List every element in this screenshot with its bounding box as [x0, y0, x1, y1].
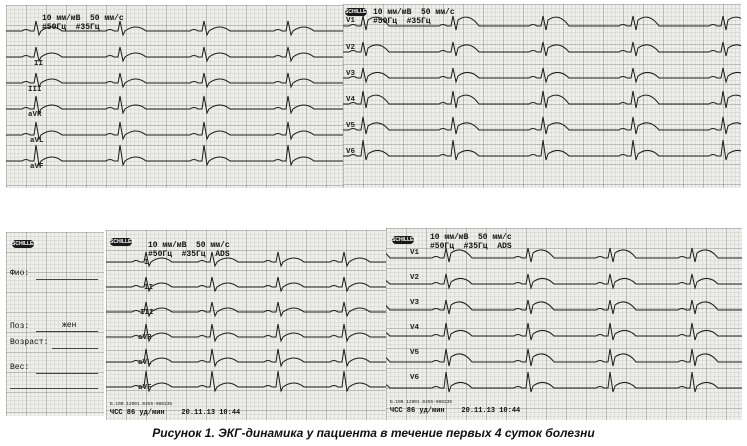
panel-header: 10 мм/мВ 50 мм/с #50Гц #35Гц ADS: [430, 233, 512, 251]
ecg-trace-line: [386, 273, 742, 290]
ecg-traces: [6, 20, 344, 167]
ecg-trace-line: [6, 144, 344, 167]
ecg-trace-line: [386, 322, 742, 341]
lead-label-iii: III: [140, 309, 154, 317]
lead-label-v4: V4: [410, 324, 420, 332]
lead-label-v2: V2: [346, 44, 356, 52]
form-field-line: [52, 348, 98, 349]
form-field-sex-value: жен: [62, 321, 77, 330]
lead-label-avr: aVR: [28, 111, 42, 119]
ecg-trace-line: [343, 41, 741, 57]
ecg-trace-line: [6, 20, 344, 37]
ecg-trace-line: [106, 323, 388, 343]
lead-label-ii: II: [144, 284, 154, 292]
ecg-strip-top-left-limb-leads: 10 мм/мВ 50 мм/с #50Гц #35Гц II III aVR …: [6, 5, 344, 188]
ecg-device-logo: SCHILLER: [345, 8, 370, 16]
lead-label-iii: III: [28, 86, 42, 94]
lead-label-avl: aVL: [138, 359, 152, 367]
ecg-trace-line: [106, 251, 388, 268]
ecg-trace-line: [6, 46, 344, 63]
ecg-traces: [106, 251, 388, 393]
lead-label-avr: aVR: [138, 334, 152, 342]
ecg-trace-line: [6, 95, 344, 115]
ecg-traces: [343, 15, 741, 161]
ecg-strip-bottom-left-form: SCHILLER Фио: Поз: жен Возраст: Вес:: [6, 232, 104, 416]
ecg-trace-line: [343, 67, 741, 84]
ecg-trace-line: [106, 301, 388, 318]
ecg-device-logo: SCHILLER: [12, 240, 37, 248]
form-field-line: [36, 279, 98, 280]
ecg-trace-line: [106, 370, 388, 393]
form-field-age-label: Возраст:: [10, 338, 49, 347]
lead-label-v2: V2: [410, 274, 420, 282]
ecg-device-logo: SCHILLER: [392, 236, 417, 244]
lead-label-v1: V1: [346, 17, 356, 25]
lead-label-v4: V4: [346, 96, 356, 104]
ecg-trace-line: [343, 15, 741, 31]
panel-header: 10 мм/мВ 50 мм/с #50Гц #35Гц: [42, 14, 124, 32]
lead-label-ii: II: [34, 60, 44, 68]
lead-label-avl: aVL: [30, 137, 44, 145]
ecg-trace-line: [386, 371, 742, 393]
record-id: Б.100.12001.0455-008235: [110, 402, 173, 407]
form-field-line: [36, 331, 98, 332]
ecg-strip-bottom-mid-limb-leads: SCHILLER 10 мм/мВ 50 мм/с #50Гц #35Гц AD…: [106, 230, 388, 420]
lead-label-v1: V1: [410, 249, 420, 257]
ecg-trace-line: [386, 299, 742, 315]
lead-label-v5: V5: [410, 349, 420, 357]
ecg-trace-line: [6, 121, 344, 141]
ecg-trace-line: [386, 348, 742, 367]
ecg-trace-line: [343, 90, 741, 109]
ecg-trace-line: [343, 116, 741, 135]
ecg-device-logo: SCHILLER: [110, 238, 135, 246]
form-field-weight-label: Вес:: [10, 363, 30, 372]
form-field-name-label: Фио:: [10, 269, 30, 278]
panel-header: 10 мм/мВ 50 мм/с #50Гц #35Гц ADS: [148, 241, 230, 259]
lead-label-v5: V5: [346, 122, 356, 130]
ecg-trace-line: [106, 348, 388, 368]
lead-label-v3: V3: [410, 299, 420, 307]
form-field-sex-label: Поз:: [10, 322, 30, 331]
ecg-trace-line: [6, 72, 344, 89]
lead-label-avf: aVF: [138, 384, 152, 392]
record-id: Б.100.12001.0455-008235: [390, 400, 453, 405]
ecg-trace-line: [343, 139, 741, 161]
lead-label-v6: V6: [410, 374, 420, 382]
form-field-line: [36, 373, 98, 374]
form-field-line: [10, 388, 98, 389]
figure-caption: Рисунок 1. ЭКГ-динамика у пациента в теч…: [152, 426, 595, 440]
ecg-trace-line: [106, 276, 388, 293]
record-footer: ЧСС 86 уд/мин 20.11.13 10:44: [390, 407, 521, 415]
record-footer: ЧСС 86 уд/мин 20.11.13 10:44: [110, 409, 241, 417]
ecg-strip-bottom-right-chest-leads: SCHILLER 10 мм/мВ 50 мм/с #50Гц #35Гц AD…: [386, 228, 742, 420]
panel-header: 10 мм/мВ 50 мм/с #50Гц #35Гц: [373, 8, 455, 26]
lead-label-v3: V3: [346, 70, 356, 78]
lead-label-v6: V6: [346, 148, 356, 156]
ecg-traces: [386, 247, 742, 393]
ecg-strip-top-right-chest-leads: SCHILLER 10 мм/мВ 50 мм/с #50Гц #35Гц V1…: [343, 4, 741, 188]
ecg-trace-line: [386, 247, 742, 263]
lead-label-i: I: [144, 259, 149, 267]
lead-label-avf: aVF: [30, 163, 44, 171]
